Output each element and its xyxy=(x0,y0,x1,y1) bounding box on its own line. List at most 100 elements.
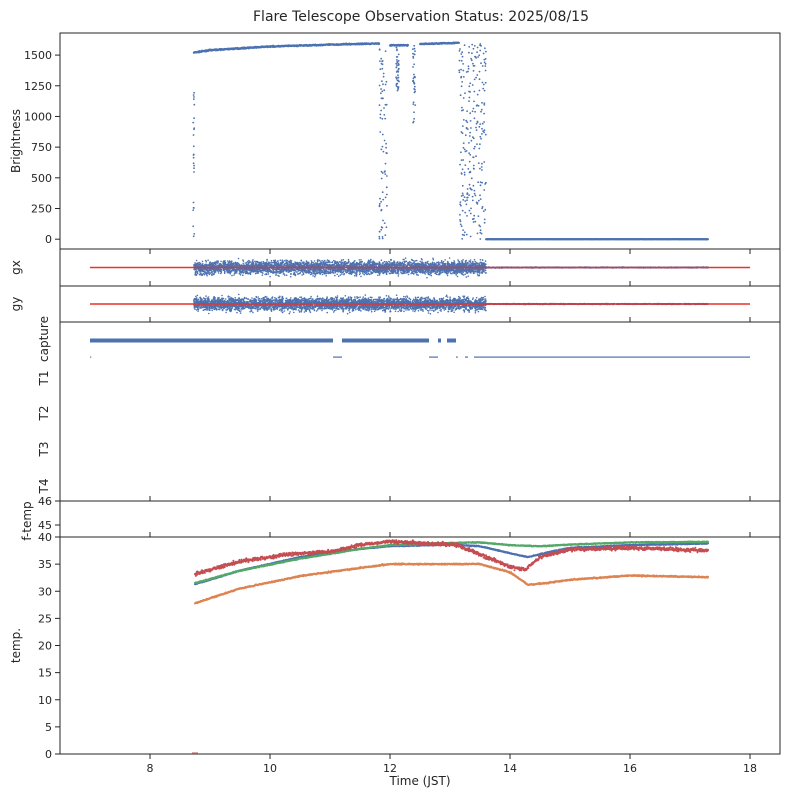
brightness-point xyxy=(380,170,383,173)
brightness-point xyxy=(462,69,465,72)
brightness-point xyxy=(476,232,479,235)
brightness-point xyxy=(480,108,483,111)
gx-point xyxy=(383,260,386,263)
brightness-point xyxy=(379,197,381,200)
brightness-point xyxy=(380,148,383,151)
brightness-point xyxy=(193,207,195,209)
gx-point xyxy=(267,273,270,275)
brightness-point xyxy=(461,168,464,171)
brightness-point xyxy=(477,162,480,165)
gx-point xyxy=(261,274,264,276)
brightness-point xyxy=(192,209,195,212)
brightness-point xyxy=(458,71,461,74)
brightness-point xyxy=(479,167,481,170)
brightness-point xyxy=(413,53,416,56)
brightness-point xyxy=(473,189,476,192)
brightness-point xyxy=(378,237,381,240)
brightness-point xyxy=(413,111,415,114)
brightness-point xyxy=(485,50,487,53)
gx-point xyxy=(288,264,290,266)
brightness-point xyxy=(385,80,388,83)
brightness-point xyxy=(472,65,475,67)
brightness-point xyxy=(464,200,467,202)
gx-point xyxy=(427,260,429,263)
brightness-point xyxy=(471,199,474,202)
brightness-point xyxy=(380,88,382,90)
brightness-point xyxy=(468,209,471,212)
brightness-point xyxy=(193,167,195,170)
gx-point xyxy=(420,258,423,260)
gx-point xyxy=(205,273,208,276)
brightness-point xyxy=(462,97,465,99)
brightness-point xyxy=(479,123,482,125)
brightness-point xyxy=(462,109,465,111)
brightness-point xyxy=(192,94,195,96)
brightness-ylabel: Brightness xyxy=(9,109,23,173)
brightness-point xyxy=(460,68,462,71)
brightness-point xyxy=(473,214,476,217)
brightness-point xyxy=(462,194,464,197)
brightness-point xyxy=(192,156,195,159)
brightness-point xyxy=(458,50,461,52)
brightness-point xyxy=(477,215,480,218)
brightness-point xyxy=(192,225,195,228)
brightness-point xyxy=(460,75,463,78)
brightness-point xyxy=(458,69,461,72)
brightness-point xyxy=(472,70,475,72)
brightness-point xyxy=(476,46,479,49)
brightness-point xyxy=(472,137,475,140)
gx-point xyxy=(426,276,428,279)
brightness-point xyxy=(481,127,483,130)
gx-point xyxy=(450,272,452,275)
brightness-point xyxy=(459,201,462,204)
gx-point xyxy=(268,261,270,264)
brightness-point xyxy=(472,156,474,159)
brightness-point xyxy=(462,142,465,145)
gx-point xyxy=(314,274,317,276)
brightness-point xyxy=(193,117,196,120)
brightness-point xyxy=(379,131,382,133)
brightness-point xyxy=(385,186,388,189)
brightness-point xyxy=(461,238,464,240)
brightness-point xyxy=(481,65,484,67)
brightness-point xyxy=(381,237,384,240)
gx-point xyxy=(266,260,268,262)
brightness-point xyxy=(464,150,467,153)
brightness-point xyxy=(475,76,477,79)
brightness-point xyxy=(471,195,474,198)
brightness-point xyxy=(462,63,464,65)
gx-point xyxy=(244,262,247,264)
gx-point xyxy=(448,257,451,259)
brightness-point xyxy=(414,50,416,52)
gx-point xyxy=(422,263,425,266)
brightness-point xyxy=(380,208,383,211)
gx-ylabel: gx xyxy=(9,260,23,275)
gx-point xyxy=(264,273,266,276)
brightness-point xyxy=(472,167,475,170)
brightness-point xyxy=(469,131,471,134)
brightness-point xyxy=(466,128,469,131)
brightness-point xyxy=(382,198,385,201)
brightness-point xyxy=(193,91,196,94)
brightness-point xyxy=(413,117,415,120)
gx-point xyxy=(314,275,316,278)
brightness-point xyxy=(395,71,398,73)
brightness-point xyxy=(381,236,384,238)
brightness-point xyxy=(468,152,470,155)
gx-point xyxy=(206,274,208,277)
brightness-point xyxy=(397,70,400,73)
brightness-point xyxy=(463,171,466,174)
brightness-point xyxy=(193,103,196,106)
gx-point xyxy=(233,274,235,276)
gx-point xyxy=(284,274,286,276)
gx-point xyxy=(254,260,256,263)
brightness-point xyxy=(484,65,487,67)
brightness-point xyxy=(483,221,486,224)
brightness-point xyxy=(460,225,463,228)
brightness-point xyxy=(480,62,482,65)
brightness-point xyxy=(413,91,416,94)
brightness-point xyxy=(384,83,387,86)
brightness-point xyxy=(467,168,470,170)
brightness-point xyxy=(473,192,476,195)
